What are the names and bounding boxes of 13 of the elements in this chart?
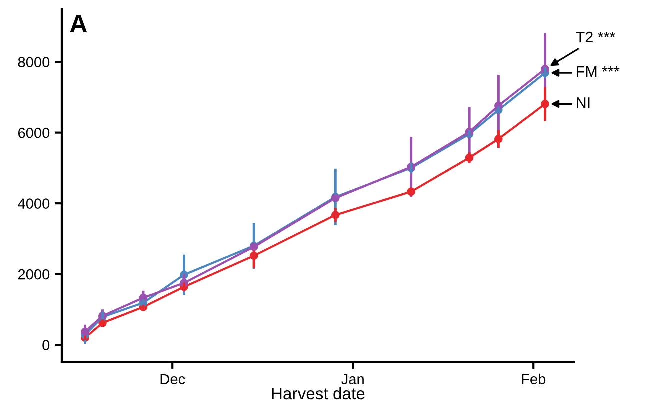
x-tick-label: Feb bbox=[522, 374, 546, 385]
x-tick-label: Jan bbox=[342, 374, 364, 385]
y-tick-label: 4000 bbox=[18, 198, 50, 209]
series-label: FM *** bbox=[577, 66, 620, 77]
annotation: A bbox=[70, 15, 88, 32]
x-tick-label: Dec bbox=[160, 374, 186, 385]
series-label: NI bbox=[577, 98, 590, 108]
y-tick-label: 0 bbox=[42, 340, 50, 350]
text: T2 *** bbox=[576, 32, 616, 43]
y-tick-label: 2000 bbox=[18, 269, 50, 280]
x-axis-title: Harvest date bbox=[272, 387, 365, 400]
y-tick-label: 8000 bbox=[18, 57, 50, 68]
y-tick-label: 6000 bbox=[18, 128, 50, 138]
